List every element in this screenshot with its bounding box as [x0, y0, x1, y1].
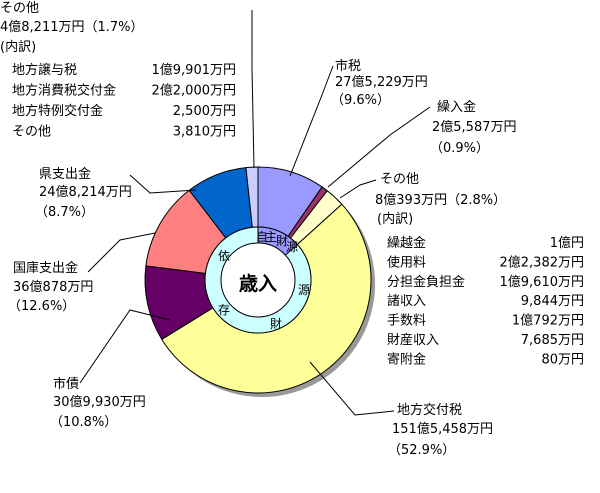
ring-char-dep-3: 財 [270, 316, 282, 331]
leader-line-5 [79, 309, 171, 384]
breakdown-own-amount-2: 2億2,382万円 [500, 254, 585, 270]
label-ken-amount: 24億8,214万円 [39, 184, 132, 200]
breakdown-dep-amount-3: 2,500万円 [173, 104, 236, 119]
label-shizei-pct: （9.6%） [331, 93, 390, 108]
label-shisai-pct: （10.8%） [50, 415, 117, 430]
breakdown-own-name-1: 繰越金 [387, 235, 426, 251]
breakdown-dep-amount-1: 1億9,901万円 [152, 62, 237, 78]
breakdown-own-amount-3: 1億9,610万円 [500, 274, 585, 290]
label-other-dep-amount: 4億8,211万円（1.7%） [0, 19, 144, 35]
breakdown-own-name-5: 手数料 [387, 314, 426, 329]
breakdown-own-amount-5: 1億792万円 [512, 313, 584, 329]
inner-ring [204, 226, 312, 334]
label-shisai-name: 市債 [53, 376, 79, 392]
breakdown-own-amount-7: 80万円 [541, 352, 584, 367]
label-shizei-amount: 27億5,229万円 [335, 74, 428, 90]
ring-char-own-1: 自 [256, 230, 268, 244]
label-other-own-amount: 8億393万円（2.8%） [375, 192, 506, 208]
breakdown-own-name-3: 分担金負担金 [387, 274, 465, 290]
ring-char-own-4: 源 [286, 240, 298, 254]
leader-line-7 [129, 174, 197, 194]
ring-char-dep-2: 存 [218, 303, 230, 317]
ring-char-own-2: 主 [265, 230, 277, 244]
label-koufuzei-pct: （52.9%） [388, 443, 455, 458]
ring-char-dep-1: 依 [218, 248, 230, 263]
label-other-own-breakdown-header: (内訳) [377, 211, 413, 227]
ring-char-own-3: 財 [276, 233, 288, 248]
breakdown-own-name-6: 財産収入 [387, 332, 439, 348]
breakdown-dep-name-1: 地方譲与税 [12, 62, 77, 78]
breakdown-dep-name-4: その他 [12, 125, 51, 140]
breakdown-own-name-7: 寄附金 [387, 351, 426, 367]
label-kuriire-amount: 2億5,587万円 [432, 119, 517, 135]
label-kokko-amount: 36億878万円 [13, 279, 93, 295]
breakdown-own-name-4: 諸収入 [387, 293, 426, 309]
label-kokko-pct: （12.6%） [8, 299, 75, 314]
label-koufuzei-name: 地方交付税 [397, 402, 462, 418]
donut-slices [144, 166, 372, 394]
breakdown-own-amount-1: 1億円 [550, 235, 584, 251]
label-kuriire-pct: （0.9%） [430, 141, 489, 156]
breakdown-dep-amount-2: 2億2,000万円 [152, 83, 237, 99]
center-label: 歳入 [239, 273, 277, 295]
leader-line-3 [339, 179, 377, 199]
ring-char-dep-4: 源 [298, 283, 310, 297]
label-other-own-name: その他 [380, 172, 419, 187]
breakdown-dep-amount-4: 3,810万円 [173, 125, 236, 140]
breakdown-own-name-2: 使用料 [387, 254, 426, 270]
label-koufuzei-amount: 151億5,458万円 [392, 421, 493, 437]
label-ken-name: 県支出金 [39, 166, 91, 182]
leader-line-4 [309, 361, 395, 416]
breakdown-dep-name-2: 地方消費税交付金 [12, 83, 116, 99]
leader-line-1 [289, 65, 334, 177]
label-other-dep-breakdown-header: (内訳) [0, 39, 36, 55]
label-ken-pct: （8.7%） [35, 205, 94, 220]
center-circle [220, 242, 296, 318]
breakdown-own-amount-4: 9,844万円 [521, 294, 584, 309]
label-other-dep-name: その他 [0, 1, 39, 16]
leader-line-6 [87, 232, 156, 273]
label-kuriire-name: 繰入金 [437, 99, 476, 115]
breakdown-dep-name-3: 地方特例交付金 [12, 103, 103, 119]
leader-line-2 [327, 106, 431, 188]
label-shisai-amount: 30億9,930万円 [53, 394, 146, 410]
breakdown-own-amount-6: 7,685万円 [521, 333, 584, 348]
leader-lines [79, 10, 431, 416]
leader-line-8 [251, 10, 255, 169]
label-kokko-name: 国庫支出金 [13, 260, 78, 276]
label-shizei-name: 市税 [335, 58, 361, 74]
